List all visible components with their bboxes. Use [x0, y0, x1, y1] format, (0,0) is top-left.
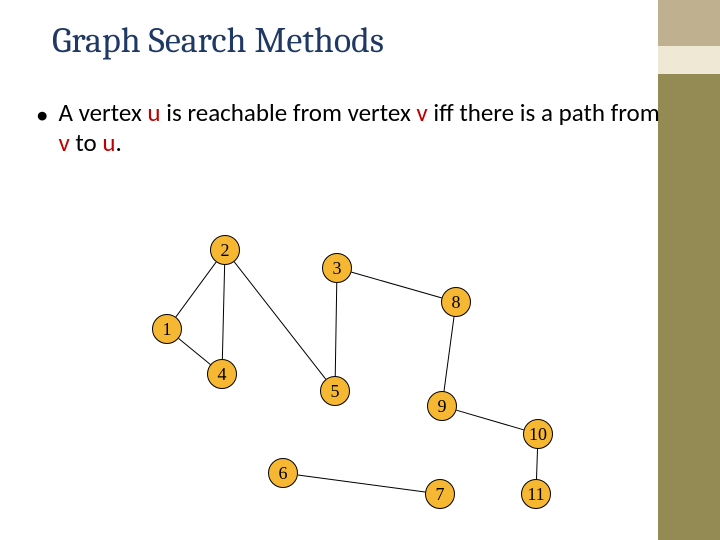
graph-edge [222, 265, 224, 359]
graph-edge [298, 475, 425, 492]
graph-node: 4 [207, 359, 237, 389]
graph-node: 1 [152, 314, 182, 344]
graph-node: 10 [523, 419, 553, 449]
graph-edge [176, 262, 216, 317]
graph-edge [536, 449, 537, 479]
graph-node: 3 [322, 253, 352, 283]
graph-node: 8 [441, 287, 471, 317]
graph-diagram [0, 0, 720, 540]
graph-node: 5 [320, 376, 350, 406]
graph-edge [234, 262, 326, 379]
graph-node: 9 [427, 391, 457, 421]
graph-edge [456, 410, 523, 430]
graph-edge [179, 338, 211, 364]
graph-edge [335, 283, 337, 376]
graph-node: 7 [425, 479, 455, 509]
graph-node: 6 [268, 458, 298, 488]
graph-node: 2 [210, 235, 240, 265]
graph-node: 11 [521, 479, 551, 509]
graph-edge [444, 317, 454, 391]
graph-edge [351, 272, 441, 298]
